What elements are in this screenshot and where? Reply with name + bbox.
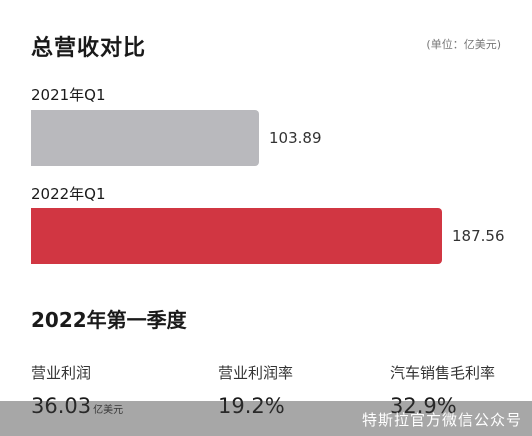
section-title: 2022年第一季度 <box>31 308 187 332</box>
bar <box>31 110 259 166</box>
metric-value-operating-income: 36.03 亿美元 <box>31 394 123 418</box>
bar-value-label: 187.56 <box>452 227 505 245</box>
metric-value-auto-gross-margin: 32.9% <box>390 394 457 418</box>
metric-value-unit: 亿美元 <box>93 405 124 416</box>
metric-label-auto-gross-margin: 汽车销售毛利率 <box>390 364 496 382</box>
chart-title: 总营收对比 <box>31 36 147 61</box>
metric-label-operating-margin: 营业利润率 <box>218 364 294 382</box>
bar-category-label: 2021年Q1 <box>31 86 106 104</box>
bar-value-label: 103.89 <box>269 129 322 147</box>
metric-label-operating-income: 营业利润 <box>31 364 92 382</box>
metric-value-operating-margin: 19.2% <box>218 394 285 418</box>
metric-value-number: 36.03 <box>31 394 92 418</box>
unit-note: (单位：亿美元) <box>426 38 501 51</box>
watermark-text: 特斯拉官方微信公众号 <box>361 411 522 429</box>
bar-category-label: 2022年Q1 <box>31 185 106 203</box>
bar <box>31 208 442 264</box>
watermark-band <box>0 401 532 436</box>
